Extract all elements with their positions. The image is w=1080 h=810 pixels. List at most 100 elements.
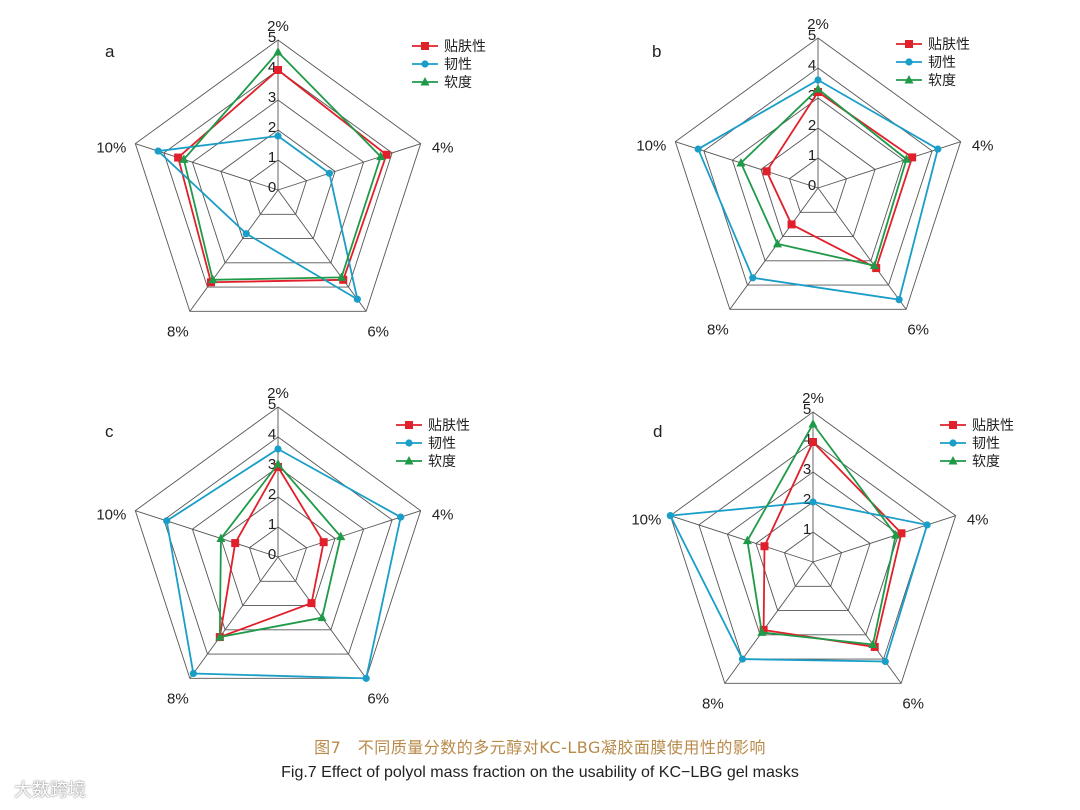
axis-spoke [812, 515, 956, 563]
data-point [897, 529, 906, 538]
data-point [353, 295, 361, 303]
legend-marker [948, 456, 958, 465]
data-point [760, 542, 769, 551]
axis-label: 10% [631, 512, 661, 529]
axis-spoke [724, 561, 814, 684]
grid-ring [674, 37, 962, 310]
data-point [154, 147, 162, 155]
legend-label: 软度 [972, 453, 1000, 469]
radial-tick-label: 4 [268, 59, 276, 76]
axis-label: 4% [432, 507, 454, 524]
axis-label: 6% [367, 690, 389, 707]
grid-ring [783, 531, 843, 587]
data-point [738, 655, 747, 663]
series-line [156, 135, 359, 302]
radial-tick-label: 1 [268, 516, 276, 533]
grid-ring [755, 501, 871, 611]
grid-ring [163, 436, 393, 655]
legend-label: 贴肤性 [972, 417, 1014, 433]
axis-spoke [135, 510, 279, 558]
grid-ring [191, 466, 365, 631]
data-point [772, 238, 782, 248]
data-point [908, 153, 917, 162]
data-point [208, 274, 218, 284]
radial-tick-label: 1 [808, 147, 816, 164]
data-point [174, 153, 183, 162]
radial-tick-label: 0 [268, 546, 276, 563]
data-point [762, 167, 771, 176]
legend-marker [405, 421, 413, 429]
axis-label: 8% [167, 323, 189, 340]
data-point [189, 669, 197, 678]
data-point [934, 145, 942, 153]
data-point [231, 539, 240, 548]
data-point [742, 535, 752, 545]
data-point [382, 150, 391, 159]
grid-ring [731, 97, 905, 262]
axis-spoke [812, 561, 902, 684]
legend-label: 韧性 [972, 435, 1000, 451]
axis-spoke [277, 143, 421, 191]
radial-tick-label: 4 [268, 426, 276, 443]
legend-marker [420, 77, 430, 86]
series-line [177, 68, 388, 284]
data-point [787, 220, 796, 229]
data-point [273, 459, 283, 468]
data-point [325, 169, 333, 177]
grid-ring [134, 39, 422, 312]
series-line [668, 501, 929, 663]
data-point [179, 154, 189, 163]
grid-ring [248, 526, 308, 582]
data-point [216, 533, 226, 542]
data-point [274, 445, 282, 453]
radial-tick-label: 3 [268, 89, 276, 106]
grid-ring [220, 496, 336, 606]
data-point [336, 531, 346, 541]
data-point [242, 230, 250, 238]
legend-label: 软度 [428, 453, 456, 469]
legend-label: 韧性 [444, 56, 472, 72]
data-point [362, 674, 370, 682]
data-point [397, 513, 405, 521]
data-point [813, 84, 823, 93]
radial-tick-label: 5 [808, 27, 816, 44]
grid-ring [669, 411, 957, 684]
axis-label: 6% [902, 695, 924, 712]
grid-ring [760, 127, 876, 237]
legend-label: 韧性 [928, 54, 956, 70]
grid-ring [163, 69, 393, 288]
legend-marker [905, 40, 913, 48]
axis-label: 8% [167, 690, 189, 707]
legend-marker [404, 456, 414, 465]
data-point [336, 272, 346, 281]
axis-label: 6% [367, 323, 389, 340]
grid-ring [191, 99, 365, 264]
series-line [697, 78, 939, 301]
watermark: 大数跨境 [14, 780, 86, 801]
radial-tick-label: 1 [803, 521, 811, 538]
axis-spoke [277, 189, 367, 312]
data-point [215, 632, 225, 641]
axis-label: 2% [267, 385, 289, 402]
axis-label: 4% [432, 140, 454, 157]
panel-label: a [105, 42, 115, 61]
data-point [317, 612, 327, 622]
legend-marker [421, 42, 429, 50]
axis-spoke [189, 189, 279, 312]
data-point [808, 419, 818, 428]
radial-tick-label: 4 [803, 431, 811, 448]
axis-label: 4% [972, 138, 994, 155]
grid-ring [703, 67, 933, 286]
radial-tick-label: 2 [808, 117, 816, 134]
radial-tick-label: 5 [268, 396, 276, 413]
panel-label: c [105, 422, 114, 441]
data-point [319, 538, 328, 547]
axis-label: 10% [636, 138, 666, 155]
axis-spoke [189, 556, 279, 679]
axis-label: 10% [96, 140, 126, 157]
grid-ring [134, 406, 422, 679]
radial-tick-label: 0 [808, 177, 816, 194]
